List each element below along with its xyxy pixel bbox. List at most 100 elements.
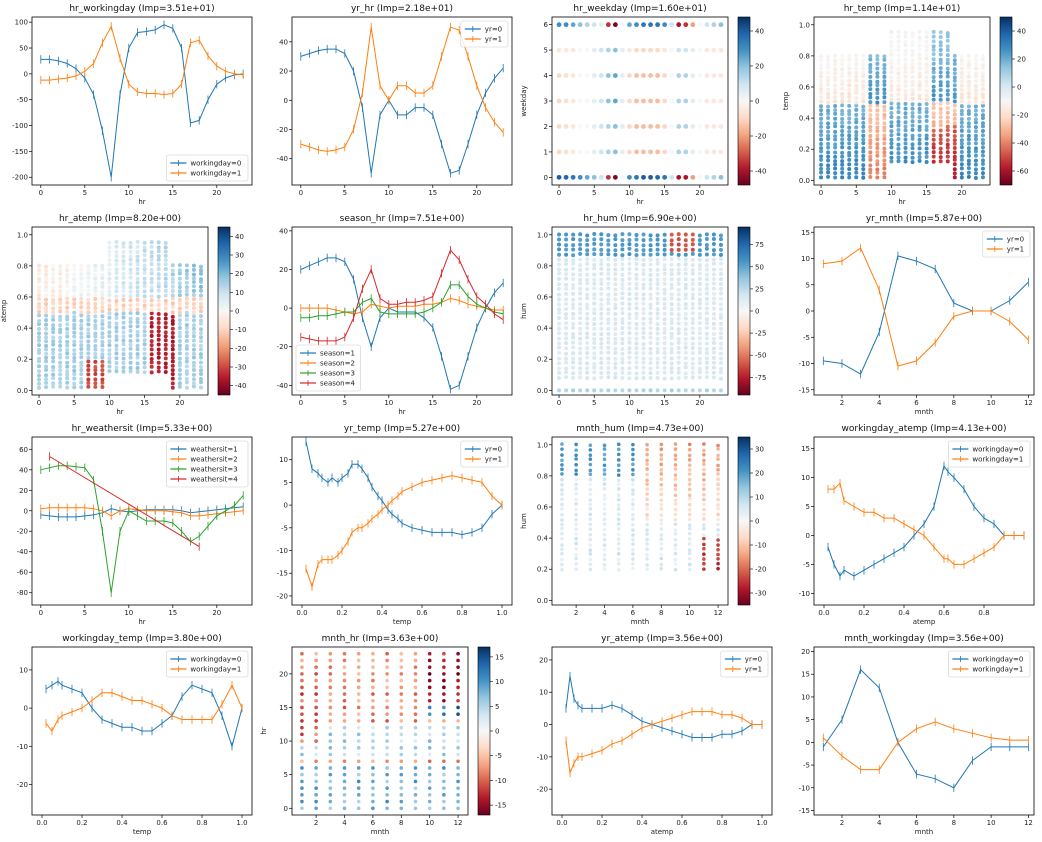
scatter-point — [58, 343, 63, 348]
x-tick-label: 20 — [212, 189, 221, 197]
scatter-point — [585, 316, 590, 321]
scatter-point — [648, 346, 653, 351]
plot-area — [300, 245, 504, 394]
scatter-point — [107, 303, 112, 308]
scatter-point — [385, 705, 389, 710]
scatter-point — [648, 361, 653, 366]
x-tick-label: 1.0 — [756, 819, 767, 827]
scatter-point — [599, 262, 604, 267]
scatter-point — [669, 326, 674, 331]
scatter-point — [585, 292, 590, 297]
scatter-point — [128, 254, 133, 259]
scatter-point — [128, 307, 133, 312]
scatter-point — [980, 92, 985, 97]
scatter-point — [952, 116, 957, 121]
scatter-point — [847, 66, 852, 71]
scatter-point — [631, 547, 635, 552]
scatter-point — [655, 388, 660, 393]
y-tick-label: -5 — [803, 762, 810, 770]
y-tick-label: 0.4 — [537, 325, 549, 333]
scatter-point — [641, 346, 646, 351]
scatter-point — [931, 123, 936, 128]
scatter-point — [659, 487, 664, 492]
scatter-point — [578, 316, 583, 321]
scatter-point — [142, 289, 147, 294]
y-tick-label: 0 — [284, 502, 288, 510]
scatter-point — [385, 725, 389, 730]
scatter-point — [875, 57, 880, 62]
scatter-point — [399, 732, 404, 737]
y-tick-label: -5 — [281, 524, 288, 532]
scatter-point — [631, 462, 635, 467]
colorbar-tick-label: -20 — [755, 133, 766, 141]
x-tick-label: 8 — [399, 819, 403, 827]
scatter-point — [300, 786, 304, 790]
scatter-point — [588, 487, 593, 492]
scatter-point — [669, 388, 674, 393]
y-tick-label: 1.0 — [799, 21, 810, 29]
scatter-point — [627, 388, 632, 393]
scatter-point — [442, 651, 446, 656]
scatter-point — [37, 313, 42, 318]
scatter-point — [718, 98, 724, 104]
scatter-point — [669, 267, 674, 272]
scatter-point — [606, 248, 611, 253]
scatter-point — [641, 238, 646, 243]
scatter-point — [170, 355, 175, 360]
scatter-point — [427, 772, 432, 777]
scatter-point — [868, 154, 873, 159]
x-tick-label: 1.0 — [236, 819, 247, 827]
scatter-point — [833, 116, 838, 121]
scatter-point — [868, 117, 873, 122]
scatter-point — [627, 346, 632, 351]
scatter-point — [655, 149, 660, 155]
scatter-point — [973, 99, 978, 104]
scatter-point — [191, 334, 196, 339]
scatter-point — [683, 345, 688, 350]
scatter-point — [973, 149, 978, 154]
y-tick-label: -10 — [17, 743, 28, 751]
y-tick-label: 20 — [19, 487, 28, 495]
scatter-point — [631, 498, 635, 502]
scatter-point — [620, 277, 625, 282]
chart-title: mnth_hum (Imp=4.73e+00) — [576, 424, 704, 434]
scatter-point — [121, 338, 126, 343]
scatter-point — [170, 305, 175, 310]
colorbar-tick-label: -15 — [495, 802, 506, 810]
scatter-point — [662, 174, 668, 180]
series-line-0 — [40, 24, 244, 178]
scatter-point — [889, 79, 894, 84]
y-tick-label: -150 — [12, 148, 28, 156]
scatter-point — [79, 300, 84, 305]
scatter-point — [966, 100, 971, 105]
scatter-point — [58, 323, 63, 328]
scatter-point — [966, 79, 971, 84]
scatter-point — [704, 365, 709, 370]
scatter-point — [819, 74, 824, 79]
scatter-point — [690, 242, 695, 247]
x-tick-label: 8 — [952, 819, 956, 827]
scatter-point — [114, 361, 119, 366]
scatter-point — [847, 103, 852, 108]
scatter-point — [442, 793, 446, 797]
scatter-point — [669, 370, 674, 375]
scatter-point — [65, 360, 70, 365]
scatter-point — [875, 150, 880, 155]
scatter-point — [121, 259, 126, 264]
scatter-point — [833, 171, 838, 176]
scatter-point — [314, 752, 318, 757]
scatter-point — [86, 339, 91, 344]
scatter-point — [177, 376, 182, 381]
scatter-point — [868, 167, 873, 172]
scatter-point — [704, 286, 709, 291]
scatter-point — [889, 151, 894, 156]
scatter-point — [170, 268, 175, 273]
scatter-point — [198, 364, 203, 369]
scatter-point — [156, 316, 161, 321]
scatter-point — [399, 806, 404, 811]
legend-entry: workingday=1 — [190, 170, 241, 178]
scatter-point — [648, 371, 653, 376]
scatter-point — [627, 297, 632, 302]
scatter-point — [959, 92, 964, 97]
scatter-point — [659, 507, 664, 511]
